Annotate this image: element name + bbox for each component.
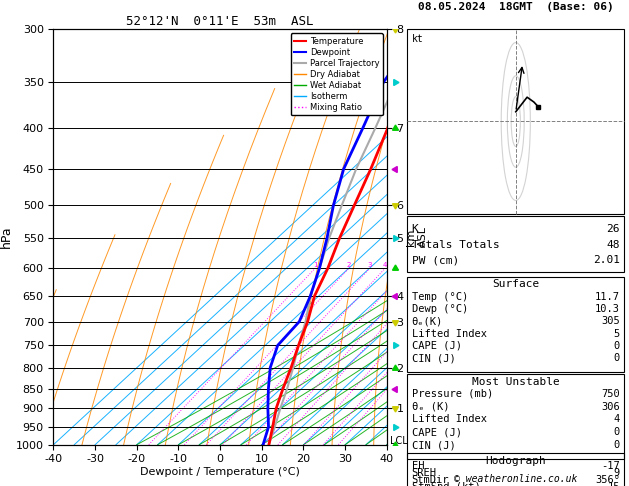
Text: 750: 750 bbox=[601, 389, 620, 399]
Text: 2: 2 bbox=[347, 262, 351, 268]
Text: 9: 9 bbox=[614, 468, 620, 478]
Text: 0: 0 bbox=[614, 427, 620, 437]
Bar bbox=[407, 29, 625, 214]
Text: -17: -17 bbox=[601, 461, 620, 471]
Text: 1: 1 bbox=[313, 262, 317, 268]
Text: Temp (°C): Temp (°C) bbox=[411, 292, 468, 302]
Title: 52°12'N  0°11'E  53m  ASL: 52°12'N 0°11'E 53m ASL bbox=[126, 15, 314, 28]
Text: K: K bbox=[411, 224, 418, 234]
Text: 3: 3 bbox=[367, 262, 372, 268]
X-axis label: Dewpoint / Temperature (°C): Dewpoint / Temperature (°C) bbox=[140, 467, 300, 477]
Text: 15: 15 bbox=[608, 482, 620, 486]
Text: Totals Totals: Totals Totals bbox=[411, 240, 499, 249]
Text: 0: 0 bbox=[614, 341, 620, 351]
Text: 26: 26 bbox=[606, 224, 620, 234]
Text: LCL: LCL bbox=[390, 436, 408, 446]
Text: 4: 4 bbox=[383, 262, 387, 268]
Text: θₑ(K): θₑ(K) bbox=[411, 316, 443, 326]
Text: Hodograph: Hodograph bbox=[486, 456, 546, 466]
Text: Pressure (mb): Pressure (mb) bbox=[411, 389, 493, 399]
Text: CAPE (J): CAPE (J) bbox=[411, 427, 462, 437]
Text: Most Unstable: Most Unstable bbox=[472, 377, 560, 387]
Text: 0: 0 bbox=[614, 440, 620, 450]
Text: 356°: 356° bbox=[595, 475, 620, 485]
Text: θₑ (K): θₑ (K) bbox=[411, 401, 449, 412]
Text: SREH: SREH bbox=[411, 468, 437, 478]
Bar bbox=[407, 374, 625, 459]
Text: Lifted Index: Lifted Index bbox=[411, 329, 487, 339]
Text: 10.3: 10.3 bbox=[595, 304, 620, 314]
Legend: Temperature, Dewpoint, Parcel Trajectory, Dry Adiabat, Wet Adiabat, Isotherm, Mi: Temperature, Dewpoint, Parcel Trajectory… bbox=[291, 34, 382, 116]
Text: EH: EH bbox=[411, 461, 424, 471]
Text: 306: 306 bbox=[601, 401, 620, 412]
Text: 5: 5 bbox=[614, 329, 620, 339]
Text: 08.05.2024  18GMT  (Base: 06): 08.05.2024 18GMT (Base: 06) bbox=[418, 2, 614, 13]
Text: 11.7: 11.7 bbox=[595, 292, 620, 302]
Text: Dewp (°C): Dewp (°C) bbox=[411, 304, 468, 314]
Text: StmSpd (kt): StmSpd (kt) bbox=[411, 482, 481, 486]
Text: CIN (J): CIN (J) bbox=[411, 353, 455, 363]
Text: Surface: Surface bbox=[492, 279, 540, 290]
Text: © weatheronline.co.uk: © weatheronline.co.uk bbox=[454, 473, 577, 484]
Bar bbox=[407, 277, 625, 372]
Bar bbox=[407, 453, 625, 486]
Text: PW (cm): PW (cm) bbox=[411, 256, 459, 265]
Text: CIN (J): CIN (J) bbox=[411, 440, 455, 450]
Y-axis label: km
ASL: km ASL bbox=[406, 226, 428, 247]
Bar bbox=[407, 216, 625, 272]
Text: 48: 48 bbox=[606, 240, 620, 249]
Text: Lifted Index: Lifted Index bbox=[411, 415, 487, 424]
Text: kt: kt bbox=[411, 34, 423, 44]
Text: 305: 305 bbox=[601, 316, 620, 326]
Text: StmDir: StmDir bbox=[411, 475, 449, 485]
Text: 2.01: 2.01 bbox=[593, 256, 620, 265]
Y-axis label: hPa: hPa bbox=[0, 226, 13, 248]
Text: 0: 0 bbox=[614, 353, 620, 363]
Text: 4: 4 bbox=[614, 415, 620, 424]
Text: CAPE (J): CAPE (J) bbox=[411, 341, 462, 351]
